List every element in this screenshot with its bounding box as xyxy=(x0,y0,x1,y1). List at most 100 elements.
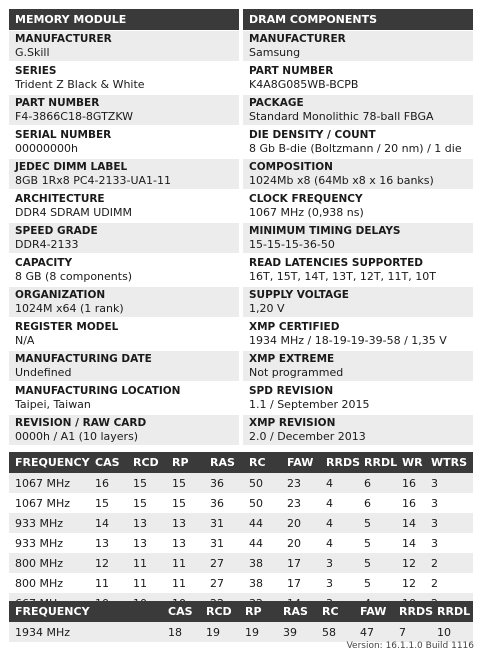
jedec-col-header: WR xyxy=(396,452,425,473)
jedec-cell: 27 xyxy=(204,573,243,593)
jedec-cell: 3 xyxy=(320,573,358,593)
module-field: SERIAL NUMBER 00000000h xyxy=(9,127,239,157)
field-value: Standard Monolithic 78-ball FBGA xyxy=(249,110,434,123)
field-label: CAPACITY xyxy=(15,257,73,269)
module-field: REGISTER MODEL N/A xyxy=(9,319,239,349)
jedec-cell: 12 xyxy=(396,553,425,573)
xmp-col-header: RP xyxy=(239,601,277,622)
field-value: 2.0 / December 2013 xyxy=(249,430,366,443)
jedec-cell: 15 xyxy=(166,473,204,493)
module-field: CAPACITY 8 GB (8 components) xyxy=(9,255,239,285)
field-value: K4A8G085WB-BCPB xyxy=(249,78,359,91)
field-label: SERIAL NUMBER xyxy=(15,129,112,141)
dram-field: SPD REVISION 1.1 / September 2015 xyxy=(243,383,473,413)
xmp-col-header: RAS xyxy=(277,601,316,622)
field-label: DIE DENSITY / COUNT xyxy=(249,129,376,141)
dram-components-header: DRAM COMPONENTS xyxy=(243,9,473,30)
field-value: G.Skill xyxy=(15,46,50,59)
field-label: ARCHITECTURE xyxy=(15,193,105,205)
module-field: MANUFACTURER G.Skill xyxy=(9,31,239,61)
jedec-timing-table: FREQUENCY CAS RCD RP RAS RC FAW RRDS RRDL WR WTRS … xyxy=(9,452,473,613)
jedec-cell: 44 xyxy=(243,533,281,553)
field-label: MANUFACTURER xyxy=(249,33,346,45)
field-value: Not programmed xyxy=(249,366,344,379)
jedec-cell: 38 xyxy=(243,553,281,573)
jedec-cell: 3 xyxy=(425,473,473,493)
field-value: DDR4 SDRAM UDIMM xyxy=(15,206,132,219)
field-label: XMP CERTIFIED xyxy=(249,321,340,333)
jedec-cell: 3 xyxy=(425,493,473,513)
jedec-cell: 11 xyxy=(89,573,127,593)
jedec-cell: 5 xyxy=(358,573,396,593)
jedec-cell: 20 xyxy=(281,533,320,553)
memory-module-header: MEMORY MODULE xyxy=(9,9,239,30)
field-value: Trident Z Black & White xyxy=(15,78,145,91)
field-value: 0000h / A1 (10 layers) xyxy=(15,430,139,443)
field-label: MANUFACTURER xyxy=(15,33,112,45)
jedec-cell: 11 xyxy=(166,573,204,593)
jedec-cell: 933 MHz xyxy=(9,513,89,533)
jedec-cell: 23 xyxy=(281,493,320,513)
jedec-cell: 13 xyxy=(89,533,127,553)
jedec-cell: 13 xyxy=(166,513,204,533)
module-field: ARCHITECTURE DDR4 SDRAM UDIMM xyxy=(9,191,239,221)
jedec-cell: 13 xyxy=(127,533,166,553)
xmp-col-header: RRDS xyxy=(393,601,433,622)
jedec-cell: 27 xyxy=(204,553,243,573)
dram-field: DIE DENSITY / COUNT 8 Gb B-die (Boltzmann… xyxy=(243,127,473,157)
jedec-col-header: RP xyxy=(166,452,204,473)
version-label: Version: 16.1.1.0 Build 1116 xyxy=(346,641,474,651)
jedec-cell: 14 xyxy=(89,513,127,533)
jedec-table-row: 1067 MHz 16 15 15 36 50 23 4 6 16 3 xyxy=(9,473,473,493)
jedec-cell: 5 xyxy=(358,553,396,573)
jedec-cell: 933 MHz xyxy=(9,533,89,553)
field-value: N/A xyxy=(15,334,35,347)
jedec-cell: 36 xyxy=(204,493,243,513)
module-field: ORGANIZATION 1024M x64 (1 rank) xyxy=(9,287,239,317)
jedec-col-header: CAS xyxy=(89,452,127,473)
jedec-cell: 14 xyxy=(396,513,425,533)
module-field: SERIES Trident Z Black & White xyxy=(9,63,239,93)
xmp-col-header: FREQUENCY xyxy=(9,601,162,622)
jedec-cell: 4 xyxy=(320,533,358,553)
jedec-cell: 800 MHz xyxy=(9,573,89,593)
jedec-cell: 16 xyxy=(89,473,127,493)
module-field: MANUFACTURING LOCATION Taipei, Taiwan xyxy=(9,383,239,413)
jedec-cell: 11 xyxy=(127,553,166,573)
dram-field: XMP CERTIFIED 1934 MHz / 18-19-19-39-58 /… xyxy=(243,319,473,349)
jedec-cell: 23 xyxy=(281,473,320,493)
jedec-cell: 5 xyxy=(358,513,396,533)
module-field: SPEED GRADE DDR4-2133 xyxy=(9,223,239,253)
jedec-cell: 31 xyxy=(204,533,243,553)
jedec-cell: 15 xyxy=(127,493,166,513)
xmp-table-row: 1934 MHz 18 19 19 39 58 47 7 10 xyxy=(9,622,473,642)
field-label: SERIES xyxy=(15,65,57,77)
field-label: PACKAGE xyxy=(249,97,304,109)
field-value: 15-15-15-36-50 xyxy=(249,238,335,251)
jedec-cell: 12 xyxy=(396,573,425,593)
xmp-cell: 19 xyxy=(200,622,239,642)
field-value: 1067 MHz (0,938 ns) xyxy=(249,206,364,219)
xmp-cell: 39 xyxy=(277,622,316,642)
jedec-cell: 1067 MHz xyxy=(9,493,89,513)
jedec-cell: 1067 MHz xyxy=(9,473,89,493)
field-label: MINIMUM TIMING DELAYS xyxy=(249,225,401,237)
jedec-cell: 2 xyxy=(425,553,473,573)
field-value: 1,20 V xyxy=(249,302,285,315)
jedec-cell: 16 xyxy=(396,473,425,493)
field-label: COMPOSITION xyxy=(249,161,333,173)
dram-field: PART NUMBER K4A8G085WB-BCPB xyxy=(243,63,473,93)
jedec-cell: 38 xyxy=(243,573,281,593)
jedec-col-header: RAS xyxy=(204,452,243,473)
module-field: REVISION / RAW CARD 0000h / A1 (10 layers… xyxy=(9,415,239,445)
xmp-col-header: RC xyxy=(316,601,354,622)
field-value: F4-3866C18-8GTZKW xyxy=(15,110,134,123)
jedec-cell: 2 xyxy=(425,573,473,593)
xmp-col-header: CAS xyxy=(162,601,200,622)
field-label: PART NUMBER xyxy=(249,65,334,77)
field-label: SUPPLY VOLTAGE xyxy=(249,289,349,301)
xmp-col-header: RRDL xyxy=(431,601,473,622)
jedec-table-row: 1067 MHz 15 15 15 36 50 23 4 6 16 3 xyxy=(9,493,473,513)
xmp-cell: 18 xyxy=(162,622,200,642)
field-label: JEDEC DIMM LABEL xyxy=(15,161,128,173)
